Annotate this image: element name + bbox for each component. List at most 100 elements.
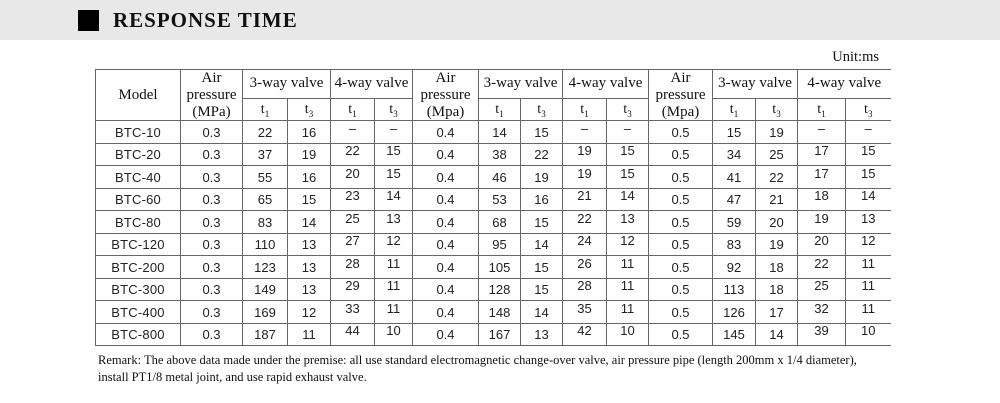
time-cell: 15 — [845, 165, 891, 189]
three-way-valve-header-2: 3-way valve — [478, 69, 563, 99]
pressure-cell: 0.5 — [648, 232, 713, 257]
pressure-cell: 0.5 — [648, 142, 713, 167]
time-cell: 11 — [845, 300, 891, 324]
time-cell: 105 — [478, 255, 521, 279]
time-cell: 83 — [712, 232, 756, 257]
time-cell: 13 — [287, 232, 331, 257]
pressure-cell: 0.4 — [412, 232, 479, 257]
t3-header: t3 — [287, 97, 331, 122]
time-cell: 14 — [755, 322, 798, 347]
time-cell: 14 — [287, 210, 331, 234]
table-row: BTC-10 0.3 22 16– –0.4 14 15– –0.5 15 19– – — [95, 120, 891, 144]
time-cell: 14 — [606, 187, 649, 212]
t1-header: t1 — [330, 97, 375, 122]
model-cell: BTC-20 — [95, 142, 181, 167]
pressure-cell: 0.5 — [648, 255, 713, 279]
time-cell: – — [606, 120, 649, 144]
pressure-cell: 0.5 — [648, 322, 713, 347]
time-cell: 16 — [287, 120, 331, 144]
table-row: BTC-300 0.3 149 13 29 11 0.4 128 15 28 11 0.5 113 18 2… — [95, 277, 891, 302]
table-row: BTC-120 0.3 110 13 27 12 0.4 95 14 24 12 0.5 83 19 20 1… — [95, 232, 891, 257]
pressure-cell: 0.5 — [648, 210, 713, 234]
time-cell: 23 — [330, 187, 375, 212]
pressure-cell: 0.4 — [412, 210, 479, 234]
four-way-valve-header-2: 4-way valve — [562, 69, 649, 99]
time-cell: 19 — [520, 165, 563, 189]
four-way-valve-header-1: 4-way valve — [330, 69, 413, 99]
time-cell: 11 — [845, 255, 891, 279]
pressure-cell: 0.4 — [412, 187, 479, 212]
model-cell: BTC-80 — [95, 210, 181, 234]
pressure-cell: 0.3 — [180, 277, 243, 302]
pressure-cell: 0.3 — [180, 187, 243, 212]
time-cell: 25 — [797, 277, 846, 302]
time-cell: 10 — [606, 322, 649, 347]
time-cell: 92 — [712, 255, 756, 279]
time-cell: 15 — [606, 142, 649, 167]
time-cell: 13 — [374, 210, 413, 234]
time-cell: 11 — [374, 300, 413, 324]
model-cell: BTC-120 — [95, 232, 181, 257]
pressure-cell: 0.4 — [412, 322, 479, 347]
time-cell: 16 — [520, 187, 563, 212]
time-cell: 44 — [330, 322, 375, 347]
time-cell: 95 — [478, 232, 521, 257]
pressure-cell: 0.3 — [180, 165, 243, 189]
pressure-cell: 0.5 — [648, 165, 713, 189]
pressure-cell: 0.5 — [648, 120, 713, 144]
time-cell: 10 — [374, 322, 413, 347]
t3-header: t3 — [606, 97, 649, 122]
t3-header: t3 — [374, 97, 413, 122]
pressure-cell: 0.3 — [180, 142, 243, 167]
pressure-cell: 0.4 — [412, 255, 479, 279]
time-cell: – — [330, 120, 375, 144]
time-cell: 42 — [562, 322, 607, 347]
air-pressure-header-1: Air pressure (MPa) — [180, 68, 243, 122]
time-cell: 149 — [242, 277, 288, 302]
time-cell: 15 — [520, 255, 563, 279]
time-cell: 13 — [287, 277, 331, 302]
table-row: BTC-200 0.3 123 13 28 11 0.4 105 15 26 11 0.5 92 18 22… — [95, 255, 891, 279]
time-cell: 25 — [330, 210, 375, 234]
time-cell: 15 — [845, 142, 891, 167]
time-cell: 55 — [242, 165, 288, 189]
time-cell: 26 — [562, 255, 607, 279]
pressure-cell: 0.4 — [412, 165, 479, 189]
model-cell: BTC-10 — [95, 120, 181, 144]
time-cell: 16 — [287, 165, 331, 189]
time-cell: 17 — [755, 300, 798, 324]
pressure-cell: 0.4 — [412, 277, 479, 302]
time-cell: 22 — [330, 142, 375, 167]
t3-header: t3 — [845, 97, 891, 122]
time-cell: 13 — [606, 210, 649, 234]
unit-label: Unit:ms — [832, 49, 879, 65]
time-cell: 21 — [755, 187, 798, 212]
time-cell: 22 — [797, 255, 846, 279]
time-cell: 35 — [562, 300, 607, 324]
time-cell: 25 — [755, 142, 798, 167]
time-cell: 34 — [712, 142, 756, 167]
time-cell: 38 — [478, 142, 521, 167]
time-cell: 11 — [606, 255, 649, 279]
time-cell: 13 — [845, 210, 891, 234]
time-cell: 169 — [242, 300, 288, 324]
table-row: BTC-800 0.3 187 11 44 10 0.4 167 13 42 10 0.5 145 14 3… — [95, 322, 891, 347]
time-cell: 46 — [478, 165, 521, 189]
time-cell: 110 — [242, 232, 288, 257]
time-cell: 15 — [520, 277, 563, 302]
model-cell: BTC-200 — [95, 255, 181, 279]
t1-header: t1 — [562, 97, 607, 122]
table-row: BTC-20 0.3 37 19 22 15 0.4 38 22 19 15 0.5 34 25 17 15 — [95, 142, 891, 167]
time-cell: 20 — [330, 165, 375, 189]
time-cell: 47 — [712, 187, 756, 212]
time-cell: 22 — [242, 120, 288, 144]
time-cell: 32 — [797, 300, 846, 324]
table-row: BTC-60 0.3 65 15 23 14 0.4 53 16 21 14 0.5 47 21 18 14 — [95, 187, 891, 212]
air-pressure-header-3: Air pressure (Mpa) — [648, 68, 713, 122]
t1-header: t1 — [797, 97, 846, 122]
three-way-valve-header-3: 3-way valve — [712, 69, 798, 99]
time-cell: 145 — [712, 322, 756, 347]
time-cell: 59 — [712, 210, 756, 234]
time-cell: 22 — [562, 210, 607, 234]
time-cell: 15 — [374, 165, 413, 189]
